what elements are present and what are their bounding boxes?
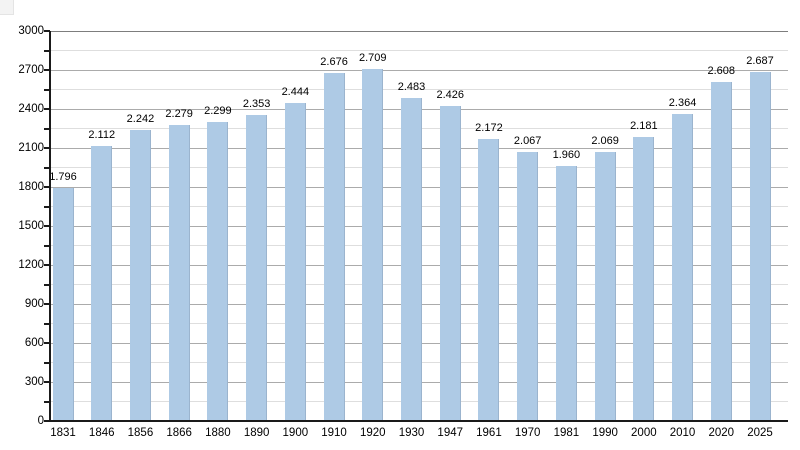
y-tick-label: 900 [24,298,44,310]
bar-value-label: 2.353 [242,98,271,111]
y-tick [44,400,50,403]
bar [323,73,345,421]
bar [284,103,306,421]
y-tick [44,381,50,383]
bar [362,68,384,421]
x-axis [44,420,788,422]
y-axis [49,31,51,421]
x-tick-label: 1910 [321,427,347,439]
bar [710,81,732,421]
y-tick [44,147,50,149]
x-tick-label: 2020 [708,427,735,439]
y-tick-label: 2100 [18,142,44,154]
y-tick-label: 1500 [18,220,44,232]
x-tick-label: 1831 [50,427,76,439]
bar [401,98,422,421]
bar-value-label: 2.483 [397,81,426,94]
y-tick [44,244,50,247]
y-tick [44,303,50,305]
bar-value-label: 1.796 [49,170,77,183]
y-tick [44,225,50,227]
bar-value-label: 2.242 [126,112,155,125]
bar [555,166,577,421]
bar-value-label: 2.426 [436,88,464,101]
bar [517,152,539,421]
y-tick-label: 3000 [18,25,44,37]
y-tick [44,322,50,325]
bar-value-label: 2.444 [281,86,310,99]
x-tick-label: 1890 [243,427,270,439]
bar-value-label: 2.364 [668,96,697,109]
y-tick-label: 1800 [18,181,44,193]
x-tick-label: 1866 [166,427,192,439]
x-tick-label: 1920 [359,427,386,439]
bar-value-label: 2.687 [746,54,774,67]
bar-value-label: 2.608 [707,64,736,77]
y-tick-label: 1200 [18,259,44,271]
bar-value-label: 2.067 [513,135,542,148]
y-tick [44,49,50,52]
x-tick-label: 2025 [747,427,773,439]
y-tick [44,166,50,169]
bar [439,105,461,421]
bar [168,124,190,421]
bar-value-label: 2.279 [165,107,193,120]
y-tick-label: 600 [24,337,44,349]
x-tick-label: 1856 [127,427,154,439]
bar-value-label: 2.299 [204,105,232,118]
corner-artifact [0,0,14,15]
y-tick [44,30,50,32]
bar-value-label: 2.676 [320,56,348,69]
gridline-major [50,30,788,32]
x-tick-label: 2010 [669,427,696,439]
x-tick-label: 1990 [592,427,618,439]
x-tick-label: 2000 [631,427,657,439]
bar-value-label: 2.172 [475,121,503,134]
y-tick [44,264,50,266]
y-tick [44,69,50,71]
x-tick-label: 1930 [398,427,425,439]
bar-value-label: 2.069 [591,135,619,148]
bar [478,138,500,421]
y-tick-label: 300 [24,376,44,388]
y-tick-label: 0 [37,415,44,427]
bar [672,113,694,421]
x-tick-label: 1970 [514,427,541,439]
gridline-minor [50,89,788,90]
bar-value-label: 2.181 [630,120,658,133]
x-tick-label: 1880 [205,427,231,439]
y-tick [44,186,50,188]
gridline-minor [50,50,788,51]
gridline-major [50,69,788,71]
y-tick [44,88,50,91]
bar [129,129,151,421]
y-tick-label: 2700 [18,64,44,76]
bar-value-label: 2.709 [359,51,387,64]
y-tick [44,283,50,286]
bar-value-label: 1.960 [552,149,581,162]
y-tick [44,361,50,364]
bar [246,115,268,421]
bar-value-label: 2.112 [88,129,116,142]
bar [749,71,771,421]
y-tick-label: 2400 [18,103,44,115]
x-tick-label: 1947 [437,427,464,439]
bar [91,146,113,421]
bar [633,137,655,421]
y-tick [44,205,50,208]
x-tick-label: 1900 [282,427,309,439]
bar [594,152,616,421]
bar [52,187,74,421]
x-tick-label: 1846 [88,427,115,439]
x-tick-label: 1961 [476,427,502,439]
x-tick-label: 1981 [553,427,580,439]
bar [207,122,229,421]
y-tick [44,127,50,130]
y-tick [44,342,50,344]
y-tick [44,108,50,110]
